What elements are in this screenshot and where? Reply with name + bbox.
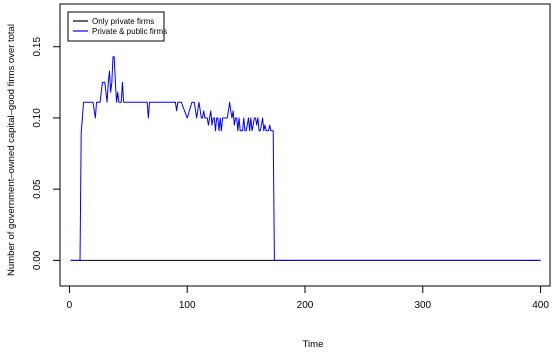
plot-box <box>59 3 551 287</box>
x-axis-title: Time <box>303 339 324 350</box>
series-line-private-public <box>70 56 541 261</box>
y-tick-label: 0.00 <box>32 250 43 270</box>
x-tick-label: 200 <box>297 300 314 311</box>
x-tick-label: 400 <box>532 300 549 311</box>
legend-label: Private & public firms <box>92 27 167 36</box>
x-tick-label: 0 <box>67 300 73 311</box>
y-axis: 0.00 0.05 0.10 0.15 <box>32 37 61 270</box>
series-layer <box>70 56 541 261</box>
x-tick-label: 300 <box>414 300 431 311</box>
y-tick-label: 0.05 <box>32 179 43 199</box>
y-tick-label: 0.15 <box>32 37 43 57</box>
y-axis-title: Number of government–owned capital–good … <box>6 24 17 276</box>
legend-label: Only private firms <box>92 17 154 26</box>
legend-box <box>67 11 165 42</box>
x-tick-label: 100 <box>179 300 196 311</box>
y-tick-label: 0.10 <box>32 108 43 128</box>
x-axis: 0 100 200 300 400 <box>67 285 549 311</box>
